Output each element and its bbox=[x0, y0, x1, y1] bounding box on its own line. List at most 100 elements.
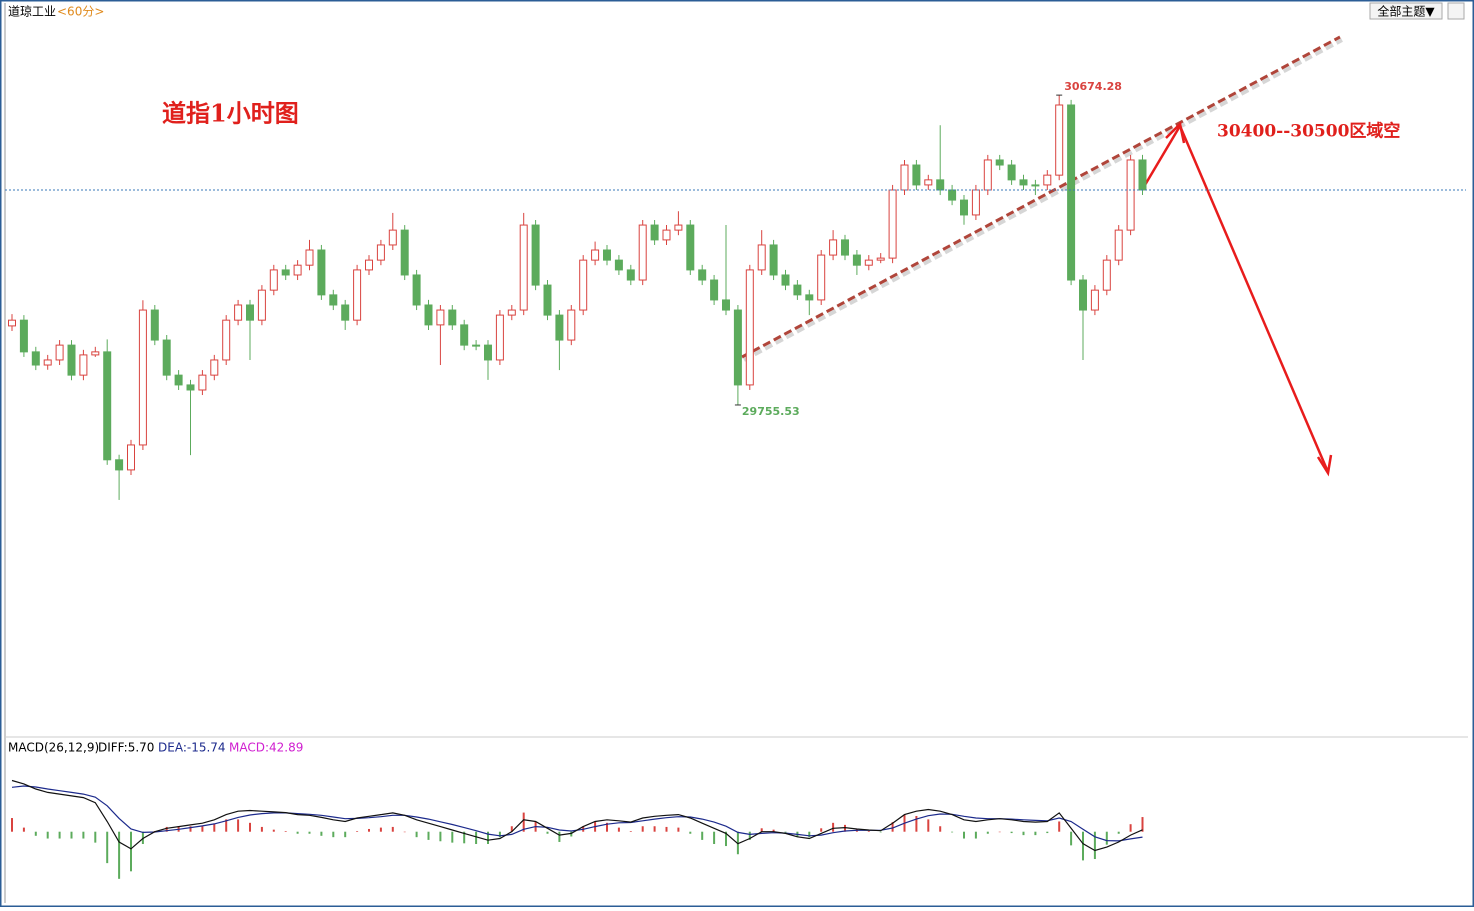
candle-body bbox=[710, 279, 719, 301]
candle-body bbox=[722, 299, 730, 311]
candle-body bbox=[329, 294, 338, 306]
candle-body bbox=[412, 274, 421, 306]
candle-body bbox=[614, 259, 623, 271]
candle-body bbox=[388, 229, 397, 246]
candle-body bbox=[436, 309, 445, 326]
candle-body bbox=[341, 304, 350, 321]
macd-bar bbox=[130, 831, 132, 872]
macd-bar bbox=[784, 831, 787, 833]
candle-body bbox=[769, 244, 778, 276]
macd-bar bbox=[165, 826, 168, 832]
macd-bar bbox=[11, 818, 13, 832]
diff-label: DIFF:5.70 bbox=[98, 741, 154, 755]
macd-bar bbox=[1070, 831, 1073, 846]
theme-button-box[interactable] bbox=[1369, 2, 1443, 20]
candle-body bbox=[281, 269, 290, 276]
candle-body bbox=[555, 314, 564, 341]
candle-body bbox=[603, 249, 611, 261]
macd-bar bbox=[272, 829, 275, 832]
theme-button[interactable]: 全部主题▼ bbox=[1377, 4, 1435, 19]
macd-bar bbox=[867, 831, 870, 832]
candle-body bbox=[852, 254, 861, 266]
trendline-shadow bbox=[743, 38, 1343, 362]
macd-bar bbox=[344, 831, 347, 838]
candle-body bbox=[1007, 164, 1016, 181]
macd-bar bbox=[1141, 817, 1144, 832]
candle-body bbox=[1055, 104, 1064, 176]
macd-bar bbox=[927, 819, 930, 832]
macd-bar bbox=[451, 831, 454, 843]
macd-bar bbox=[415, 831, 418, 838]
high-label: 30674.28 bbox=[1064, 80, 1122, 93]
macd-bar bbox=[665, 826, 668, 832]
candle-body bbox=[31, 351, 40, 366]
candle-body bbox=[876, 257, 885, 261]
candle-body bbox=[43, 359, 52, 366]
candle-body bbox=[19, 319, 28, 353]
candle-body bbox=[127, 444, 135, 471]
macd-bar bbox=[986, 831, 989, 834]
macd-bar bbox=[213, 823, 216, 832]
candle-body bbox=[210, 359, 219, 376]
macd-bar bbox=[629, 831, 632, 832]
diff-line bbox=[11, 779, 1143, 852]
macd-bar bbox=[748, 831, 751, 840]
macd-bar bbox=[915, 816, 918, 832]
candle-body bbox=[376, 244, 385, 261]
instrument-name: 道琼工业 bbox=[8, 4, 56, 19]
candle-body bbox=[829, 239, 838, 256]
macd-bar bbox=[320, 831, 323, 836]
macd-bar bbox=[891, 822, 894, 832]
candle-body bbox=[460, 324, 469, 346]
macd-bar bbox=[1117, 831, 1120, 834]
candle-body bbox=[912, 164, 921, 186]
candle-body bbox=[365, 259, 373, 271]
candle-body bbox=[817, 254, 826, 301]
macd-bar bbox=[974, 831, 977, 839]
macd-bar bbox=[1022, 831, 1025, 836]
candle-body bbox=[983, 159, 992, 191]
macd-bar bbox=[1105, 831, 1108, 845]
candle-body bbox=[1126, 159, 1135, 231]
candle-body bbox=[1043, 174, 1052, 186]
macd-bar bbox=[284, 831, 287, 832]
macd-bar bbox=[510, 826, 513, 832]
candle-body bbox=[733, 309, 742, 386]
macd-bar bbox=[189, 826, 192, 832]
candle-body bbox=[662, 229, 671, 241]
macd-bar bbox=[403, 831, 406, 833]
macd-bar bbox=[427, 831, 430, 840]
low-label: 29755.53 bbox=[742, 405, 800, 418]
candle-body bbox=[115, 459, 124, 471]
candle-body bbox=[1031, 184, 1040, 187]
trendline bbox=[741, 35, 1341, 359]
macd-bar bbox=[879, 831, 882, 833]
macd-bar bbox=[82, 831, 85, 839]
candle-body bbox=[317, 249, 326, 296]
macd-bar bbox=[308, 831, 311, 834]
candle-body bbox=[841, 239, 849, 256]
period[interactable]: <60分> bbox=[57, 5, 104, 19]
candle-body bbox=[591, 249, 600, 261]
candle-body bbox=[626, 269, 635, 281]
macd-bar bbox=[641, 826, 644, 832]
candle-body bbox=[79, 354, 88, 376]
macd-bar bbox=[546, 831, 549, 834]
macd-bar bbox=[689, 831, 692, 834]
macd-bar bbox=[439, 831, 442, 842]
candle-body bbox=[222, 319, 231, 361]
candle-body bbox=[234, 304, 243, 321]
arrow-down bbox=[1178, 125, 1330, 473]
window-button[interactable] bbox=[1447, 2, 1465, 20]
macd-bar bbox=[498, 831, 501, 838]
macd-bar bbox=[201, 826, 204, 832]
candle-body bbox=[67, 344, 76, 376]
candle-body bbox=[995, 159, 1004, 166]
candle-body bbox=[495, 314, 504, 361]
macd-bar bbox=[606, 822, 608, 832]
candle-body bbox=[805, 294, 814, 301]
candle-body bbox=[698, 269, 707, 281]
candle-body bbox=[900, 164, 909, 191]
candle-body bbox=[1138, 159, 1147, 191]
